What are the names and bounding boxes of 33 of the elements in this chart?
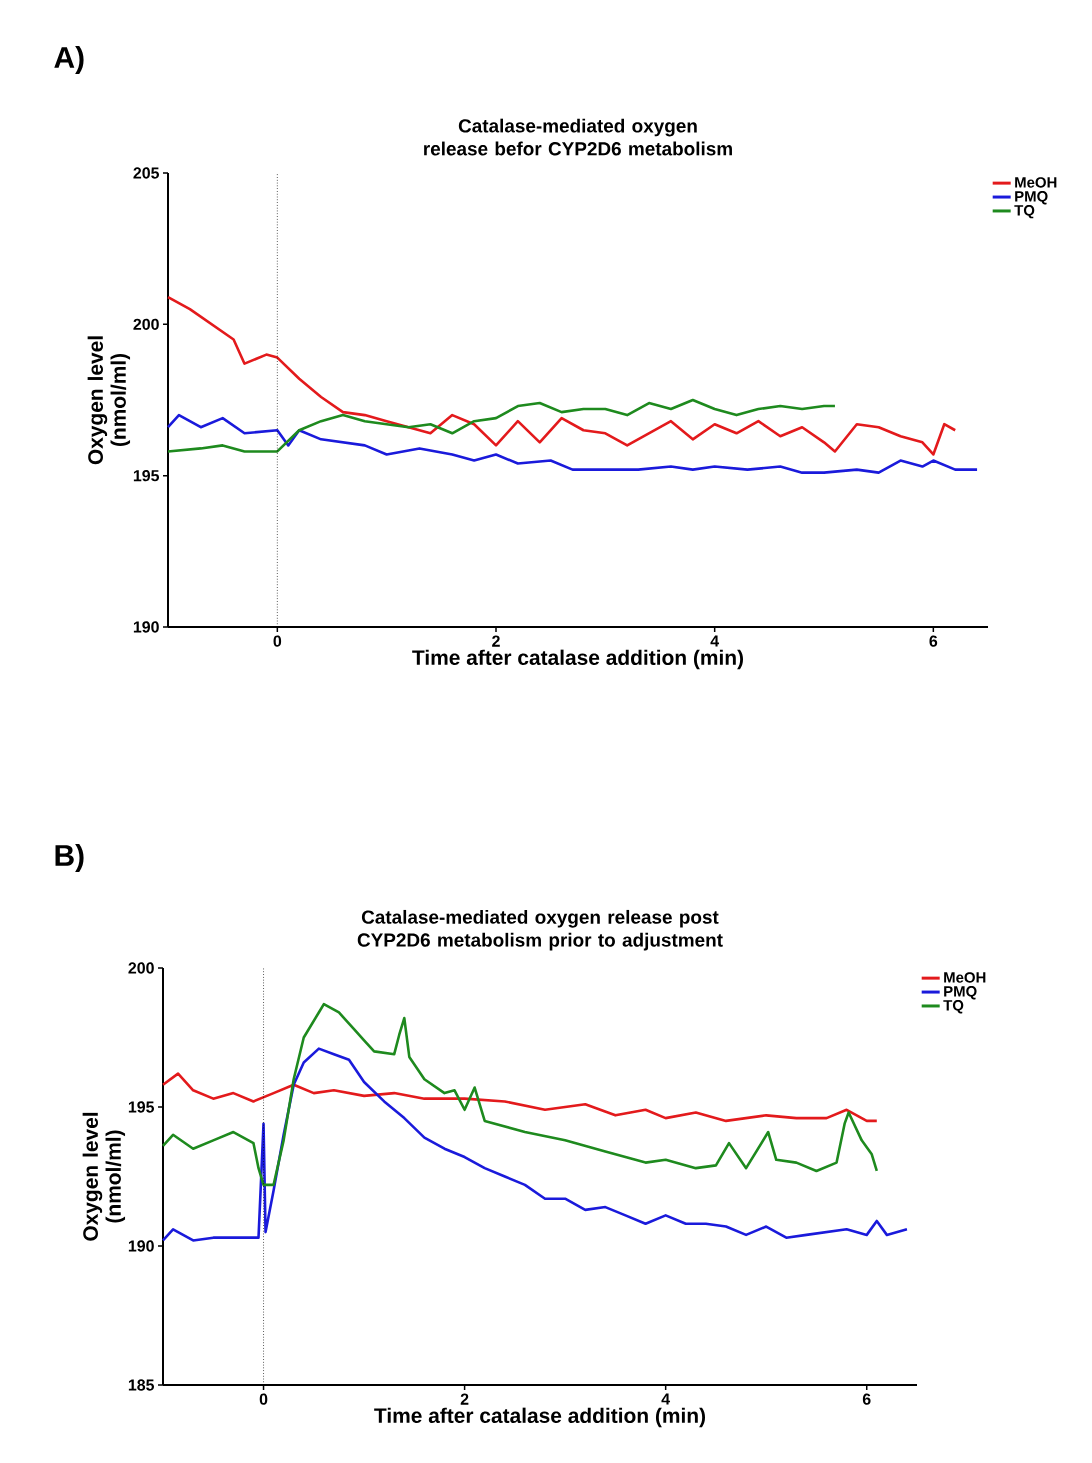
x-tick-label: 2 [492,635,500,647]
x-axis-title: Time after catalase addition (min) [374,1407,705,1428]
text: A) [54,46,84,74]
x-tick-label: 6 [862,1393,871,1405]
y-tick-label: 200 [133,318,159,330]
x-axis-title: Time after catalase addition (min) [412,649,743,670]
x-tick-label: 0 [273,635,282,647]
legend-label: PMQ [944,986,977,1000]
x-tick-label: 4 [710,635,720,647]
legend-label: PMQ [1015,191,1048,205]
y-tick-label: 190 [128,1240,154,1252]
y-tick-label: 195 [133,470,160,482]
y-axis-title: Oxygen level (nmol/ml) [87,336,131,465]
x-tick-label: 0 [259,1393,268,1405]
chart-title: Catalase-mediated oxygen release post CYP2D6 metabolism prior to adjustment [357,909,723,951]
x-tick-label: 2 [460,1393,469,1405]
y-tick-label: 190 [133,621,159,633]
legend-label: MeOH [944,972,986,983]
y-axis-title: Oxygen level (nmol/ml) [82,1112,126,1241]
y-tick-label: 185 [128,1379,155,1391]
y-tick-label: 195 [128,1101,155,1113]
line-series [161,1072,879,1123]
line-series [166,398,837,453]
y-tick-label: 200 [128,962,154,974]
line-series [161,1002,879,1187]
chart-title: Catalase-mediated oxygen release befor CYP2D6 metabolism [424,118,732,156]
legend-label: TQ [1014,204,1035,219]
legend-label: TQ [943,1000,964,1014]
x-tick-label: 6 [929,635,938,647]
x-tick-label: 4 [661,1393,671,1405]
text: B) [55,844,84,872]
legend-label: MeOH [1015,177,1057,188]
y-tick-label: 205 [133,167,160,179]
